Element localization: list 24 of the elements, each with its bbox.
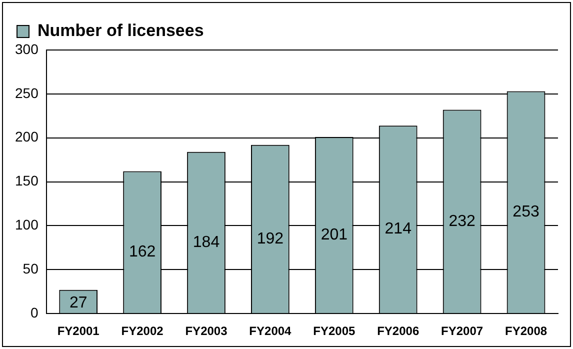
x-tick-label: FY2007	[441, 324, 484, 338]
y-tick-label: 50	[22, 260, 39, 277]
data-label: 162	[128, 244, 156, 261]
data-label: 232	[448, 212, 476, 230]
x-tick-label: FY2001	[57, 324, 100, 338]
x-tick-label: FY2005	[313, 324, 356, 338]
x-tick-label: FY2006	[377, 324, 420, 338]
data-label: 192	[256, 230, 284, 248]
x-tick-label: FY2008	[505, 324, 548, 338]
y-tick-label: 300	[15, 40, 39, 57]
y-tick-label: 250	[15, 84, 39, 101]
y-tick-label: 200	[15, 128, 39, 145]
x-tick-label: FY2002	[121, 324, 164, 338]
data-label: 184	[192, 234, 220, 251]
x-tick-label: FY2004	[249, 324, 292, 338]
data-label: 253	[512, 204, 540, 221]
data-label: 201	[320, 226, 348, 244]
data-label: 27	[69, 294, 88, 312]
x-tick-label: FY2003	[185, 324, 228, 338]
y-tick-label: 0	[30, 304, 39, 320]
y-tick-label: 150	[15, 172, 39, 189]
data-label: 214	[384, 220, 412, 238]
y-tick-label: 100	[15, 216, 39, 233]
legend-label: Number of licensees	[38, 21, 204, 40]
